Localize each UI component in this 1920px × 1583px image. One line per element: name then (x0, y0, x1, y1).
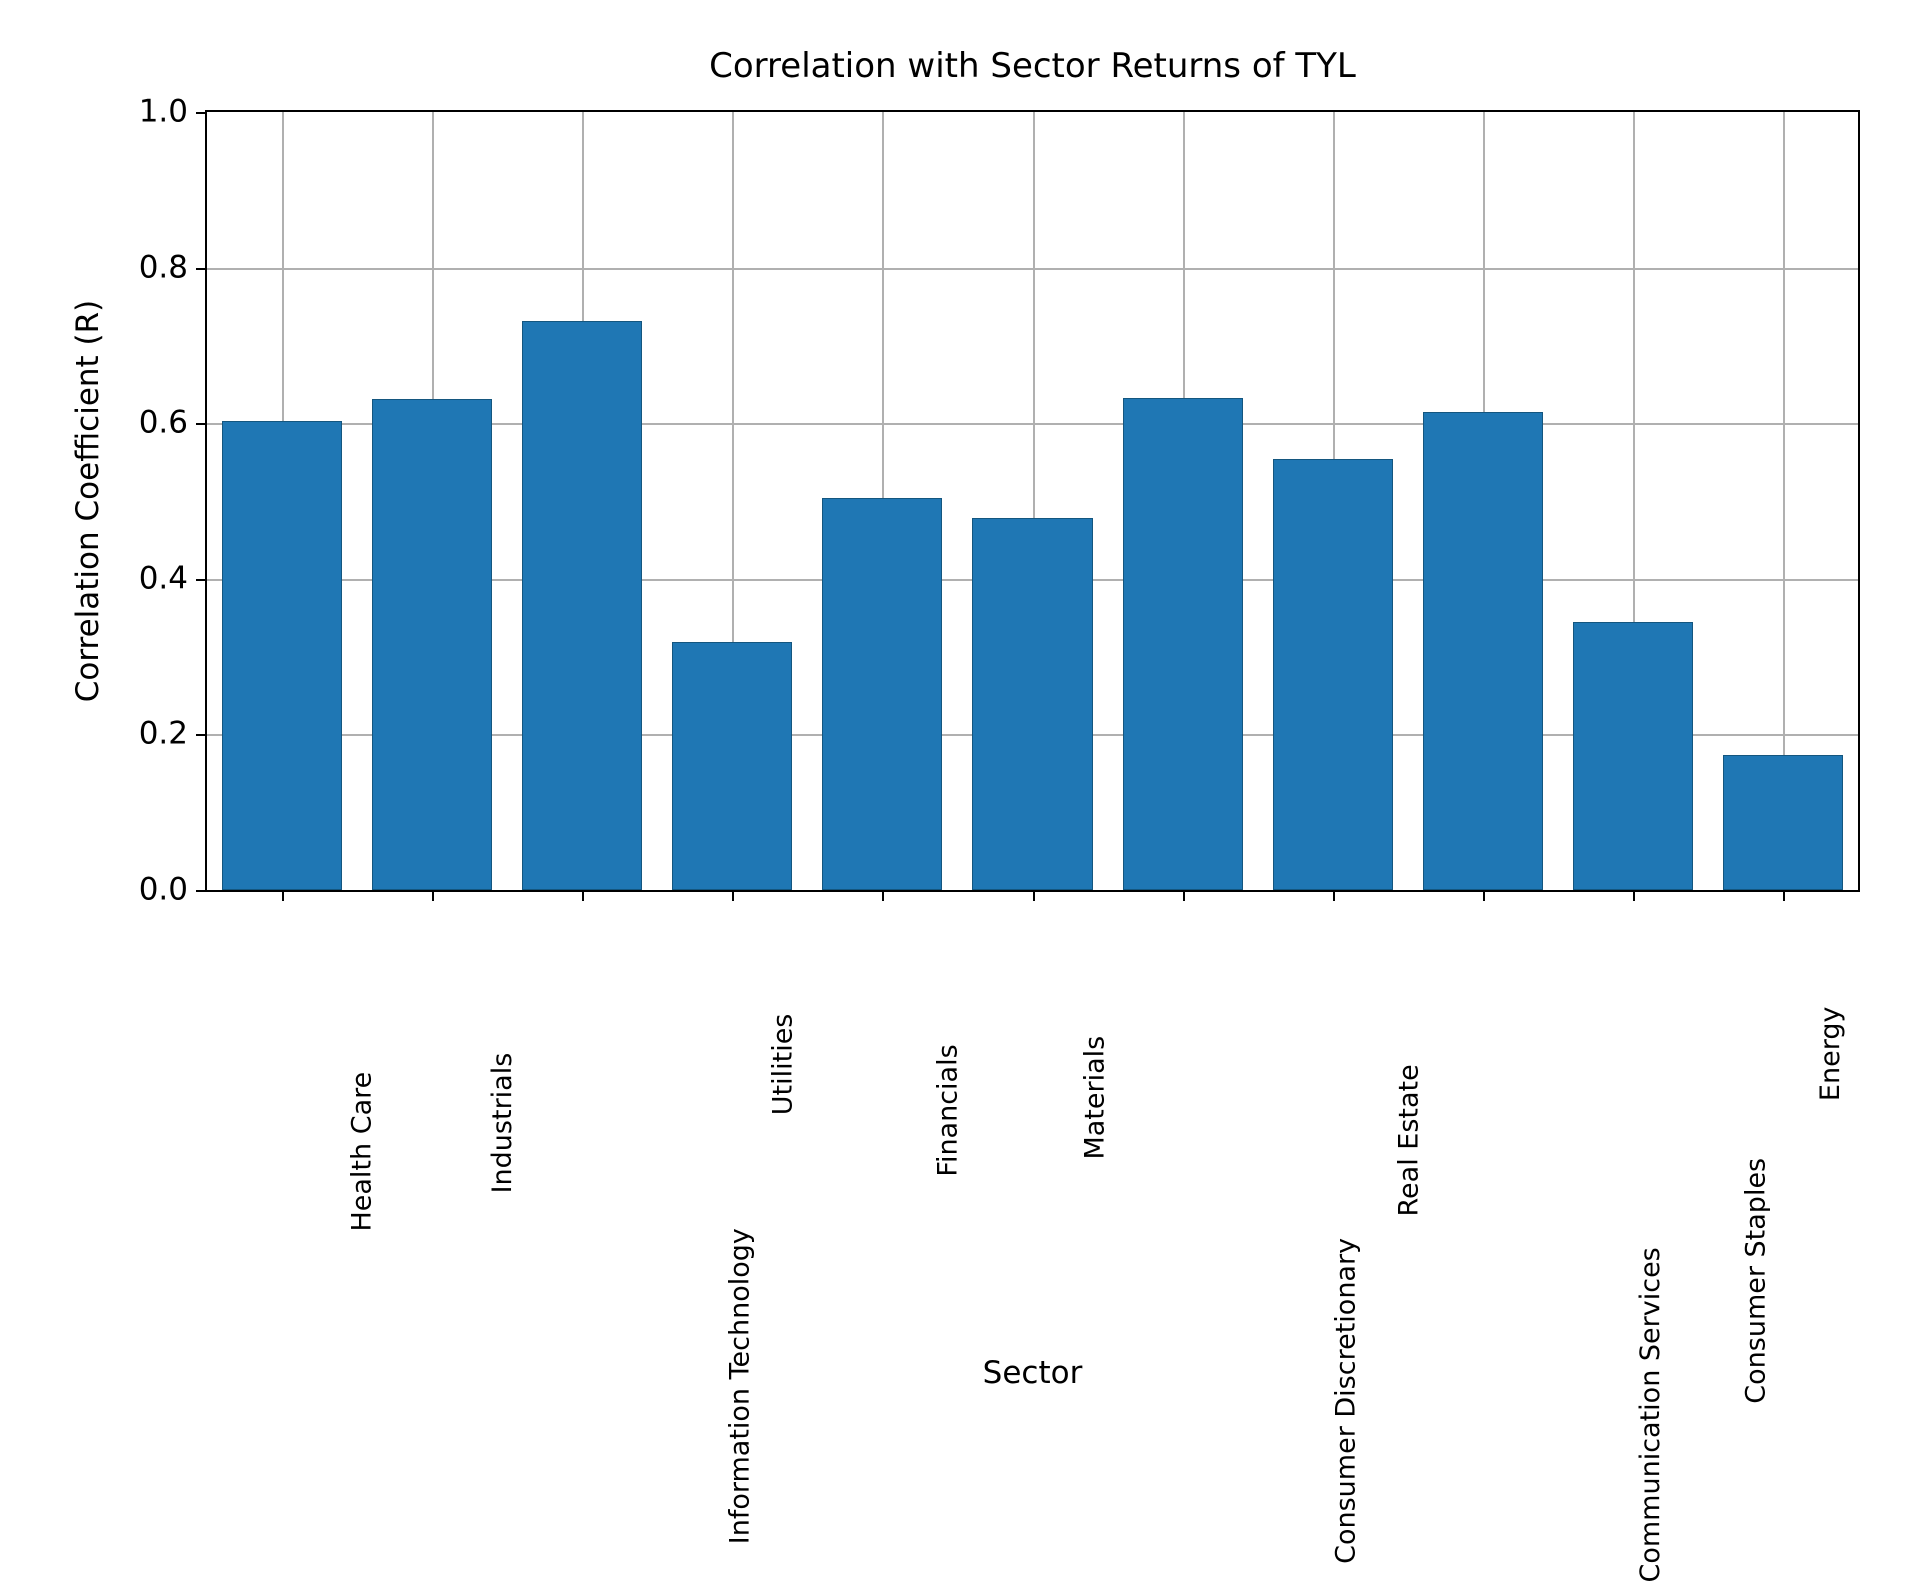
bar (1572, 621, 1693, 890)
y-tick-mark (196, 734, 207, 737)
y-axis-label: Correlation Coefficient (R) (70, 299, 106, 703)
y-tick-label: 1.0 (138, 93, 188, 130)
y-tick-mark (196, 890, 207, 892)
y-tick-label: 0.8 (138, 249, 188, 286)
bar (822, 497, 943, 890)
x-tick-mark (732, 890, 735, 901)
bar (1272, 459, 1393, 890)
y-tick-label: 0.2 (138, 715, 188, 752)
x-tick-mark (432, 890, 435, 901)
y-tick-mark (196, 578, 207, 581)
x-tick-label-text: Information Technology (724, 1228, 756, 1545)
x-tick-mark (1332, 890, 1335, 901)
x-tick-mark (1782, 890, 1785, 901)
x-tick-label-text: Materials (1078, 1035, 1110, 1160)
y-tick-label: 0.6 (138, 404, 188, 441)
x-tick-label: Energy (1815, 959, 1857, 1102)
x-tick-mark (1182, 890, 1185, 901)
x-tick-mark (882, 890, 885, 901)
x-tick-label: Utilities (768, 963, 810, 1116)
y-tick-mark (196, 267, 207, 270)
y-tick-label: 0.0 (138, 871, 188, 908)
bar (972, 518, 1093, 890)
x-tick-label-text: Health Care (346, 1071, 378, 1232)
x-tick-label-text: Communication Services (1634, 1247, 1666, 1583)
bar (1722, 755, 1843, 890)
x-tick-label: Information Technology (725, 1070, 767, 1544)
chart-title: Correlation with Sector Returns of TYL (709, 46, 1356, 86)
bar (672, 641, 793, 890)
x-tick-mark (582, 890, 585, 901)
x-tick-label-text: Real Estate (1393, 1064, 1425, 1217)
x-tick-mark (1032, 890, 1035, 901)
x-axis-label: Sector (982, 1355, 1083, 1391)
bar (372, 399, 493, 890)
gridline-vertical (1632, 112, 1635, 890)
x-tick-label: Industrials (487, 982, 529, 1194)
bar (522, 321, 643, 890)
x-tick-label-text: Energy (1814, 1006, 1846, 1102)
x-tick-label-text: Financials (933, 1044, 965, 1177)
x-tick-label: Consumer Staples (1740, 1035, 1783, 1404)
x-tick-label-text: Industrials (486, 1052, 518, 1194)
gridline-vertical (1032, 112, 1035, 890)
x-tick-label: Real Estate (1393, 988, 1436, 1216)
bar (1122, 398, 1243, 890)
bar (222, 420, 343, 890)
gridline-vertical (732, 112, 735, 890)
bar (1422, 412, 1543, 890)
x-tick-mark (1632, 890, 1635, 901)
chart-figure: Correlation with Sector Returns of TYL C… (70, 46, 1860, 1583)
x-tick-label: Health Care (346, 992, 389, 1232)
x-tick-mark (1482, 890, 1485, 901)
x-tick-label-text: Consumer Staples (1740, 1157, 1772, 1404)
x-tick-label: Financials (933, 978, 976, 1176)
x-tick-label: Communication Services (1635, 1080, 1677, 1582)
plot-area: 0.0 0.2 0.4 0.6 0.8 1.0 Health Care Industrial… (139, 96, 1860, 1583)
y-tick-mark (196, 112, 207, 114)
x-tick-label: Consumer Discretionary (1330, 1075, 1373, 1564)
x-tick-label-text: Utilities (767, 1013, 799, 1116)
y-tick-mark (196, 423, 207, 426)
x-tick-mark (282, 890, 285, 901)
x-tick-label-text: Consumer Discretionary (1330, 1237, 1362, 1564)
gridline-vertical (1782, 112, 1785, 890)
x-tick-label: Materials (1079, 974, 1121, 1160)
y-tick-label: 0.4 (138, 560, 188, 597)
